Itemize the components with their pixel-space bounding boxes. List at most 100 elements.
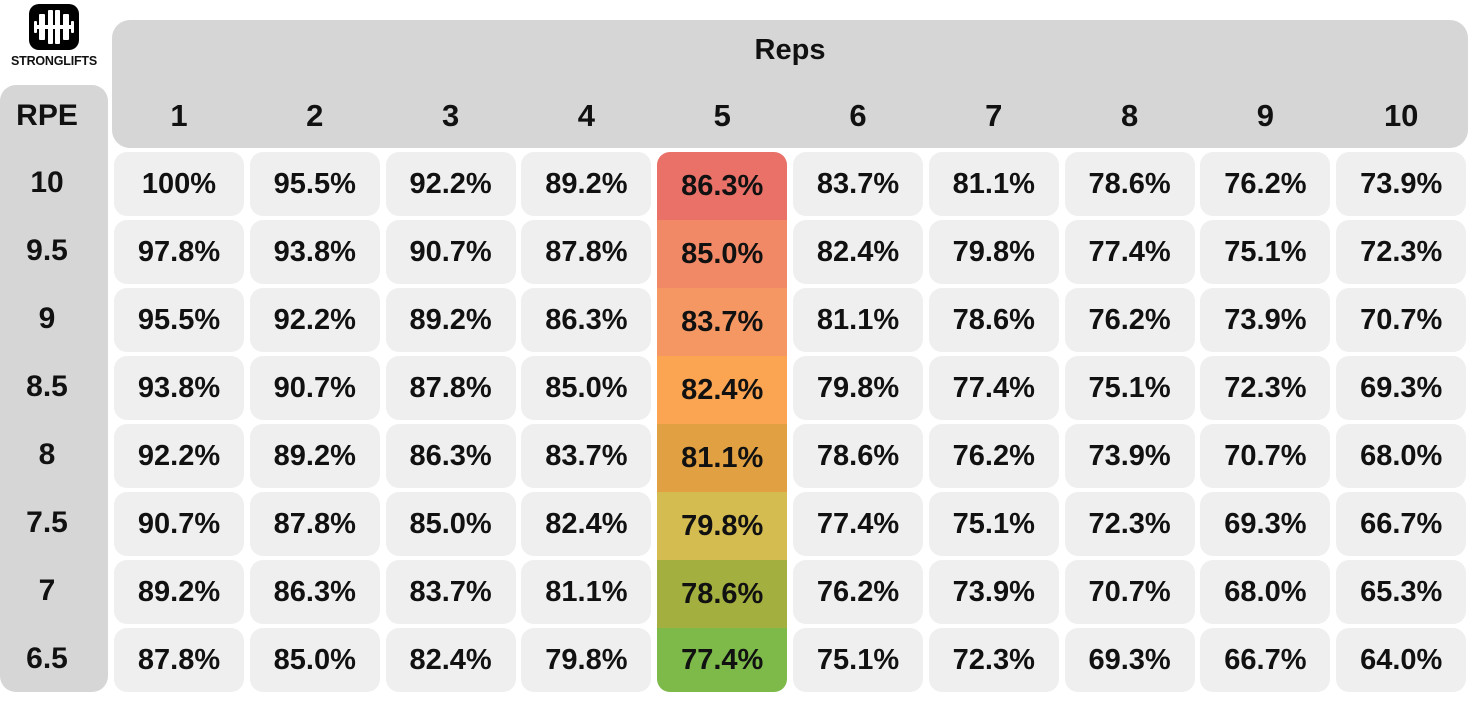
rep-column-header: 10 [1383,98,1419,133]
highlighted-cell: 86.3% [657,152,788,220]
percentage-cell: 75.1% [1064,356,1195,420]
percentage-cell: 79.8% [521,628,652,692]
percentage-cell: 70.7% [1200,424,1331,488]
percentage-cell: 65.3% [1336,560,1467,624]
rpe-row-label: 9.5 [26,234,68,267]
percentage-cell: 73.9% [928,560,1059,624]
percentage-cell: 66.7% [1336,492,1467,556]
percentage-cell: 76.2% [928,424,1059,488]
percentage-cell: 83.7% [521,424,652,488]
percentage-cell: 83.7% [793,152,923,216]
percentage-cell: 73.9% [1336,152,1467,216]
percentage-cell: 70.7% [1336,288,1467,352]
percentage-cell: 86.3% [385,424,516,488]
percentage-cell: 93.8% [249,220,380,284]
percentage-cell: 72.3% [1336,220,1467,284]
rpe-row-label: 9 [38,302,56,335]
highlighted-cell: 78.6% [657,560,788,628]
percentage-cell: 85.0% [385,492,516,556]
rpe-row-label: 8.5 [26,370,68,403]
percentage-cell: 90.7% [114,492,244,556]
percentage-cell: 70.7% [1064,560,1195,624]
percentage-cell: 86.3% [249,560,380,624]
percentage-cell: 78.6% [1064,152,1195,216]
percentage-cell: 92.2% [249,288,380,352]
percentage-cell: 69.3% [1336,356,1467,420]
percentage-cell: 85.0% [249,628,380,692]
percentage-cell: 87.8% [385,356,516,420]
percentage-cell: 78.6% [793,424,923,488]
percentage-cell: 83.7% [385,560,516,624]
highlighted-cell: 85.0% [657,220,788,288]
highlighted-cell: 82.4% [657,356,788,424]
percentage-cell: 90.7% [385,220,516,284]
percentage-cell: 75.1% [928,492,1059,556]
percentage-cell: 87.8% [521,220,652,284]
percentage-cell: 92.2% [114,424,244,488]
percentage-cell: 66.7% [1200,628,1331,692]
barbell-icon [29,4,79,50]
percentage-cell: 97.8% [114,220,244,284]
percentage-cell: 95.5% [249,152,380,216]
rpe-column: RPE [0,85,108,692]
highlighted-cell: 79.8% [657,492,788,560]
percentage-cell: 81.1% [793,288,923,352]
percentage-cell: 75.1% [1200,220,1331,284]
stronglifts-logo: STRONGLIFTS [8,4,100,74]
percentage-cell: 68.0% [1200,560,1331,624]
percentage-cell: 76.2% [793,560,923,624]
rep-column-header: 7 [985,98,1003,133]
percentage-cell: 89.2% [521,152,652,216]
percentage-cell: 77.4% [1064,220,1195,284]
highlighted-cell: 83.7% [657,288,788,356]
percentage-cell: 77.4% [928,356,1059,420]
percentage-cell: 89.2% [249,424,380,488]
percentage-cell: 85.0% [521,356,652,420]
percentage-cell: 72.3% [1064,492,1195,556]
rep-column-header: 5 [713,98,731,133]
rep-column-header: 1 [170,98,188,133]
percentage-cell: 86.3% [521,288,652,352]
rpe-row-label: 10 [30,166,64,199]
percentage-cell: 75.1% [793,628,923,692]
percentage-cell: 79.8% [928,220,1059,284]
percentage-cell: 69.3% [1064,628,1195,692]
logo-text: STRONGLIFTS [11,53,97,69]
rep-column-header: 3 [441,98,460,133]
rpe-row-label: 6.5 [26,642,68,675]
percentage-cell: 100% [114,152,244,216]
percentage-cell: 72.3% [1200,356,1331,420]
percentage-cell: 73.9% [1064,424,1195,488]
percentage-cell: 76.2% [1064,288,1195,352]
percentage-cell: 87.8% [114,628,244,692]
percentage-cell: 81.1% [928,152,1059,216]
rep-column-header: 9 [1256,98,1275,133]
percentage-cell: 82.4% [385,628,516,692]
percentage-cell: 68.0% [1336,424,1467,488]
percentage-cell: 76.2% [1200,152,1331,216]
percentage-cell: 64.0% [1336,628,1467,692]
percentage-cell: 82.4% [793,220,923,284]
percentage-cell: 69.3% [1200,492,1331,556]
percentage-cell: 89.2% [114,560,244,624]
percentage-cell: 95.5% [114,288,244,352]
highlighted-cell: 77.4% [657,628,788,692]
percentage-cell: 77.4% [793,492,923,556]
rep-column-header: 6 [849,98,867,133]
rep-column-header: 4 [577,98,596,133]
rpe-row-label: 7.5 [26,506,68,539]
percentage-cell: 92.2% [385,152,516,216]
reps-title: Reps [754,34,826,66]
rpe-row-label: 7 [38,574,56,607]
highlighted-cell: 81.1% [657,424,788,492]
rep-column-header: 8 [1120,98,1139,133]
percentage-cell: 90.7% [249,356,380,420]
percentage-cell: 93.8% [114,356,244,420]
percentage-cell: 89.2% [385,288,516,352]
rpe-row-label: 8 [38,438,56,471]
percentage-cell: 72.3% [928,628,1059,692]
percentage-cell: 81.1% [521,560,652,624]
percentage-cell: 79.8% [793,356,923,420]
percentage-cell: 73.9% [1200,288,1331,352]
rpe-title: RPE [16,99,78,132]
